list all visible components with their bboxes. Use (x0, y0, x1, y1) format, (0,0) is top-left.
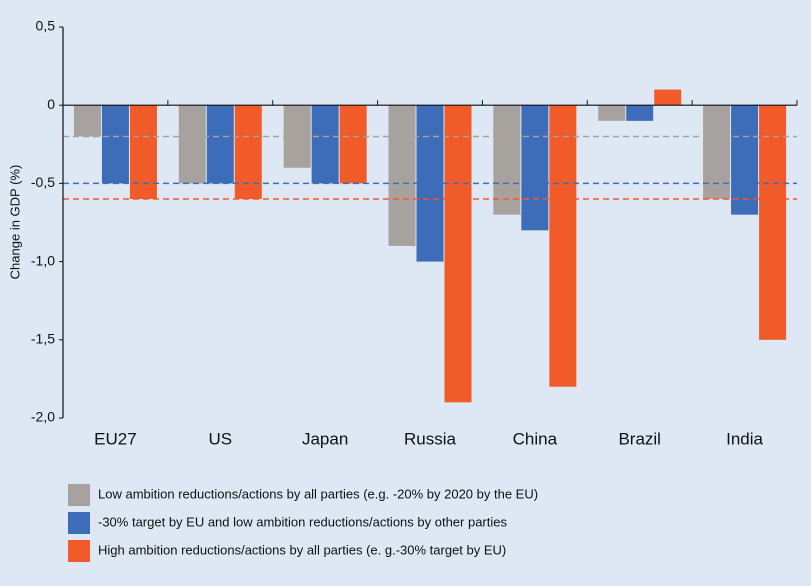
x-tick-label: Brazil (618, 429, 661, 448)
bar (339, 105, 367, 184)
bar (311, 105, 339, 184)
bar (493, 105, 521, 215)
bar (521, 105, 549, 231)
bar (388, 105, 416, 246)
bar (73, 105, 101, 137)
y-tick-label: -1,5 (31, 331, 55, 347)
y-tick-label: -1,0 (31, 252, 55, 268)
bar (731, 105, 759, 215)
legend-label: Low ambition reductions/actions by all p… (98, 486, 538, 501)
bar (703, 105, 731, 200)
x-tick-label: Japan (302, 429, 348, 448)
y-tick-label: 0,5 (36, 18, 56, 34)
x-tick-label: US (208, 429, 232, 448)
x-tick-label: Russia (404, 429, 457, 448)
legend-swatch (68, 540, 90, 562)
bar (549, 105, 577, 387)
bar (598, 105, 626, 121)
legend-swatch (68, 512, 90, 534)
bar (129, 105, 157, 200)
bar (101, 105, 129, 184)
bar (178, 105, 206, 184)
bar (416, 105, 444, 262)
y-tick-label: -0,5 (31, 174, 55, 190)
bar (626, 105, 654, 121)
legend-label: -30% target by EU and low ambition reduc… (98, 514, 507, 529)
bar (654, 89, 682, 106)
y-tick-label: -2,0 (31, 409, 55, 425)
bar (206, 105, 234, 184)
legend-label: High ambition reductions/actions by all … (98, 542, 506, 557)
legend-swatch (68, 484, 90, 506)
bar (444, 105, 472, 403)
x-tick-label: China (513, 429, 558, 448)
x-tick-label: EU27 (94, 429, 137, 448)
bar (234, 105, 262, 200)
y-tick-label: 0 (47, 96, 55, 112)
bar (759, 105, 787, 340)
x-tick-label: India (726, 429, 763, 448)
y-axis-label: Change in GDP (%) (7, 165, 22, 280)
